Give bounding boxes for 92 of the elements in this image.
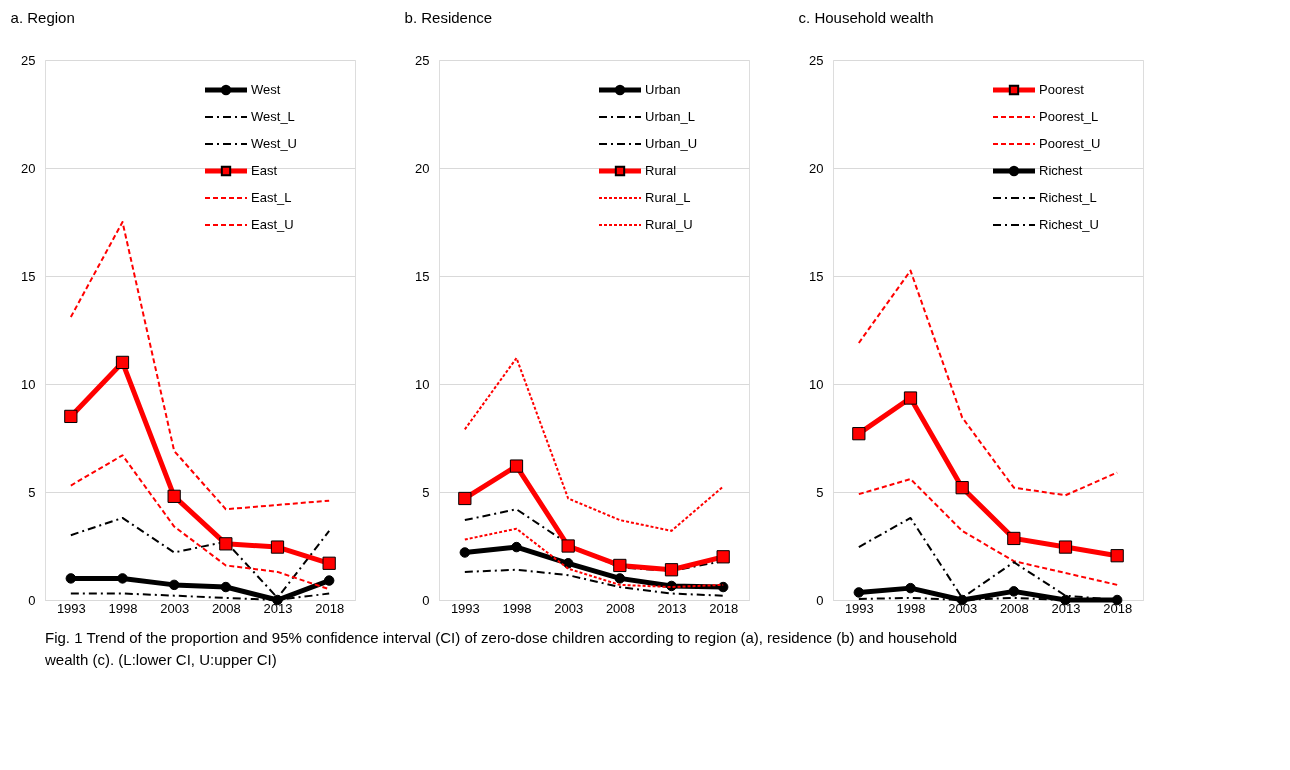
legend-label: West_L bbox=[251, 109, 295, 124]
y-tick-label: 20 bbox=[21, 160, 36, 176]
point bbox=[323, 575, 335, 586]
y-tick-label: 15 bbox=[415, 268, 430, 284]
y-tick-label: 10 bbox=[415, 376, 430, 392]
legend-label: East_U bbox=[251, 217, 294, 232]
y-tick-label: 5 bbox=[816, 484, 824, 500]
point bbox=[220, 581, 232, 593]
x-tick-label: 1998 bbox=[896, 600, 926, 616]
point bbox=[167, 489, 181, 503]
legend-label: Rural bbox=[645, 163, 677, 178]
x-tick-label: 2003 bbox=[554, 600, 584, 616]
point bbox=[561, 539, 575, 553]
y-tick-label: 0 bbox=[422, 592, 430, 608]
y-tick-label: 20 bbox=[415, 160, 430, 176]
chart-title: a. Region bbox=[10, 9, 75, 26]
y-tick-label: 25 bbox=[809, 52, 824, 68]
y-tick-label: 15 bbox=[809, 268, 824, 284]
x-tick-label: 2018 bbox=[1103, 600, 1133, 616]
point bbox=[509, 459, 524, 473]
point bbox=[613, 558, 627, 573]
point bbox=[168, 579, 180, 591]
point bbox=[955, 481, 969, 495]
y-tick-label: 25 bbox=[21, 52, 36, 68]
line-series bbox=[857, 478, 1119, 586]
point bbox=[117, 573, 128, 584]
point bbox=[458, 491, 472, 506]
point bbox=[270, 540, 285, 554]
point bbox=[322, 556, 336, 570]
y-tick-label: 0 bbox=[816, 592, 824, 608]
point bbox=[1110, 549, 1124, 563]
legend-label: Poorest_L bbox=[1039, 109, 1099, 124]
legend-label: East bbox=[251, 163, 278, 178]
x-tick-label: 1998 bbox=[108, 600, 138, 616]
point bbox=[903, 391, 918, 405]
x-tick-label: 2013 bbox=[1051, 600, 1081, 616]
y-tick-label: 5 bbox=[28, 484, 36, 500]
legend-label: Richest bbox=[1039, 163, 1083, 178]
legend-label: Richest_U bbox=[1039, 217, 1099, 232]
point bbox=[717, 581, 729, 593]
y-tick-label: 20 bbox=[809, 160, 824, 176]
legend-label: Rural_U bbox=[645, 217, 693, 232]
legend-label: Poorest bbox=[1039, 82, 1085, 97]
caption: Fig. 1 Trend of the proportion and 95% confidence interval (CI) of zero-dose children according to region (a), residence (b) and household wealth (c). (L:lower CI, U:upper CI) bbox=[44, 629, 958, 668]
y-tick-label: 0 bbox=[28, 592, 36, 608]
legend-label: West_U bbox=[251, 136, 297, 151]
y-tick-label: 5 bbox=[422, 484, 430, 500]
x-tick-label: 2018 bbox=[315, 600, 345, 616]
point bbox=[1008, 586, 1020, 597]
x-tick-label: 2008 bbox=[605, 600, 635, 616]
point bbox=[219, 537, 233, 551]
point bbox=[562, 558, 574, 569]
chart-title: c. Household wealth bbox=[798, 9, 934, 26]
point bbox=[64, 409, 78, 424]
point bbox=[459, 547, 471, 558]
x-tick-label: 2013 bbox=[263, 600, 293, 616]
legend-label: Urban bbox=[645, 82, 681, 97]
x-tick-label: 2008 bbox=[211, 600, 241, 616]
y-tick-label: 25 bbox=[415, 52, 430, 68]
point bbox=[1007, 531, 1021, 546]
point bbox=[115, 355, 130, 370]
point bbox=[905, 582, 916, 594]
x-tick-label: 1998 bbox=[502, 600, 532, 616]
x-tick-label: 1993 bbox=[450, 600, 480, 616]
x-tick-label: 2008 bbox=[999, 600, 1029, 616]
x-tick-label: 2003 bbox=[160, 600, 190, 616]
y-tick-label: 10 bbox=[21, 376, 36, 392]
point bbox=[853, 587, 865, 598]
legend-label: Richest_L bbox=[1039, 190, 1097, 205]
legend-label: West bbox=[251, 82, 281, 97]
point bbox=[511, 541, 522, 553]
x-tick-label: 2013 bbox=[657, 600, 687, 616]
x-tick-label: 1993 bbox=[56, 600, 86, 616]
legend-label: East_L bbox=[251, 190, 292, 205]
x-tick-label: 1993 bbox=[844, 600, 874, 616]
y-tick-label: 15 bbox=[21, 268, 36, 284]
chart-title: b. Residence bbox=[404, 9, 493, 26]
x-tick-label: 2003 bbox=[948, 600, 978, 616]
point bbox=[716, 550, 730, 564]
point bbox=[614, 573, 626, 584]
x-tick-label: 2018 bbox=[709, 600, 739, 616]
legend-label: Poorest_U bbox=[1039, 136, 1101, 151]
legend-label: Urban_L bbox=[645, 109, 695, 124]
point bbox=[664, 563, 679, 577]
legend-label: Urban_U bbox=[645, 136, 698, 151]
line-series bbox=[463, 357, 725, 532]
point bbox=[1058, 540, 1073, 554]
line-series bbox=[463, 568, 725, 597]
point bbox=[852, 427, 866, 441]
y-tick-label: 10 bbox=[809, 376, 824, 392]
line-series bbox=[69, 221, 331, 511]
legend-label: Rural_L bbox=[645, 190, 691, 205]
